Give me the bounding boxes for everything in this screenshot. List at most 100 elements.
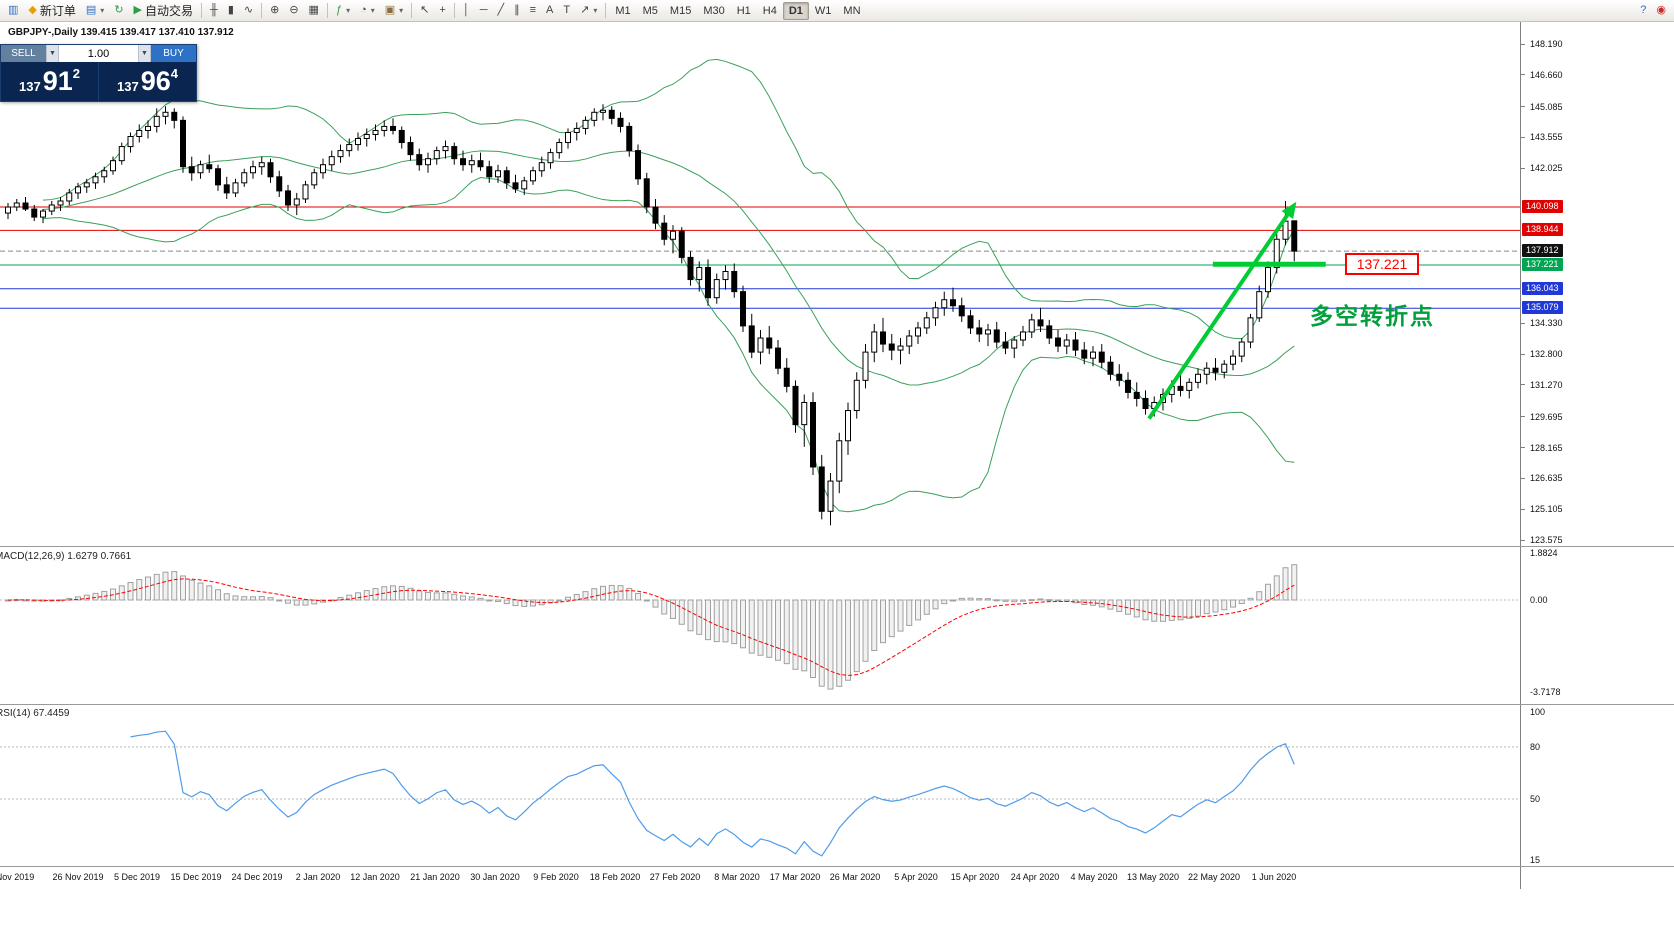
- timeframe-m30[interactable]: M30: [703, 4, 725, 17]
- sell-price[interactable]: 137 91 2: [1, 62, 98, 101]
- candlestick-button[interactable]: ▮: [223, 1, 239, 20]
- candle: [22, 202, 29, 210]
- timeframe-mn[interactable]: MN: [843, 4, 861, 17]
- macd-histogram-bar: [1195, 599, 1201, 617]
- pivot-annotation-text[interactable]: 多空转折点: [1310, 303, 1435, 329]
- volume-up-button[interactable]: ▼: [138, 45, 151, 62]
- candle: [223, 184, 230, 194]
- zoom-out-button[interactable]: ⊖: [284, 1, 303, 20]
- macd-histogram-bar: [83, 594, 90, 601]
- new-order-button[interactable]: ◆ 新订单: [23, 1, 80, 20]
- tile-windows-button[interactable]: ▦: [304, 1, 324, 20]
- macd-histogram-bar: [1002, 599, 1009, 602]
- text-button[interactable]: A: [541, 1, 558, 20]
- candle: [985, 329, 991, 335]
- terminal-button[interactable]: ▥: [3, 1, 23, 20]
- macd-histogram-bar: [792, 599, 799, 670]
- timeframe-m1[interactable]: M1: [615, 4, 631, 17]
- horizontal-line-button[interactable]: ─: [475, 1, 493, 20]
- help-button[interactable]: ?: [1635, 1, 1651, 20]
- candle: [941, 299, 948, 309]
- zoom-in-button[interactable]: ⊕: [265, 1, 284, 20]
- trendline-button[interactable]: ╱: [493, 1, 510, 20]
- panel-separator[interactable]: [0, 546, 1674, 547]
- timeframe-w1[interactable]: W1: [814, 4, 832, 17]
- buy-price-pip: 4: [170, 66, 178, 81]
- refresh-button[interactable]: ↻: [109, 1, 128, 20]
- macd-histogram-bar: [670, 599, 676, 619]
- candle: [468, 160, 475, 166]
- volume-input[interactable]: [59, 45, 138, 62]
- timeframe-h1[interactable]: H1: [736, 4, 751, 17]
- bollinger-upper-line: [42, 58, 1295, 340]
- buy-button[interactable]: BUY: [151, 45, 196, 62]
- candle: [372, 129, 379, 135]
- community-button[interactable]: ◉: [1651, 1, 1671, 20]
- candle: [670, 230, 676, 240]
- date-label: 21 Jan 2020: [410, 872, 460, 882]
- macd-histogram-bar: [783, 599, 790, 665]
- timeframe-d1[interactable]: D1: [782, 1, 809, 20]
- text-label-button[interactable]: T: [558, 1, 575, 20]
- price-axis[interactable]: 148.190 146.660 145.085 143.555 142.025 134.3…: [1520, 22, 1674, 889]
- profiles-icon: ▤: [85, 4, 97, 16]
- macd-histogram-bar: [346, 594, 353, 601]
- macd-histogram-bar: [460, 595, 466, 601]
- rsi-axis-label: 15: [1530, 854, 1541, 865]
- macd-axis-label: 1.8824: [1530, 548, 1558, 559]
- vertical-line-button[interactable]: │: [458, 1, 475, 20]
- time-axis[interactable]: Nov 2019 26 Nov 2019 5 Dec 2019 15 Dec 2019…: [0, 867, 1520, 889]
- channel-button[interactable]: ∥: [509, 1, 525, 20]
- candle: [5, 206, 11, 214]
- date-label: 13 May 2020: [1126, 872, 1180, 882]
- templates-button[interactable]: ▣ ▾: [380, 1, 408, 20]
- candle: [906, 335, 913, 347]
- crosshair-button[interactable]: +: [434, 1, 450, 20]
- candle: [127, 135, 134, 148]
- macd-histogram-bar: [521, 599, 528, 607]
- macd-histogram-bar: [748, 599, 755, 654]
- bar-chart-button[interactable]: ╫: [205, 1, 223, 20]
- price-annotation-box[interactable]: 137.221: [1345, 253, 1419, 275]
- candle: [355, 138, 361, 146]
- indicators-icon: ƒ: [335, 4, 343, 16]
- sell-button[interactable]: SELL: [1, 45, 46, 62]
- macd-histogram-bar: [416, 590, 423, 601]
- macd-histogram-bar: [1168, 599, 1175, 621]
- price-axis-label: 123.575: [1530, 535, 1563, 546]
- macd-histogram-bar: [267, 597, 274, 601]
- candle: [346, 144, 353, 152]
- trend-arrow-line[interactable]: [1147, 208, 1293, 420]
- line-chart-button[interactable]: ∿: [239, 1, 258, 20]
- candle: [696, 266, 703, 281]
- main-price-chart[interactable]: [0, 22, 1520, 546]
- chevron-down-icon: ▼: [141, 50, 148, 57]
- macd-indicator-panel[interactable]: [0, 548, 1520, 704]
- panel-separator[interactable]: [0, 704, 1674, 705]
- timeframe-m15[interactable]: M15: [669, 4, 692, 17]
- fibonacci-button[interactable]: ≡: [525, 1, 541, 20]
- cursor-button[interactable]: ↖: [415, 1, 434, 20]
- candle: [110, 160, 116, 172]
- macd-histogram-bar: [468, 596, 475, 601]
- toolbar-separator: [411, 3, 413, 18]
- timeframe-h4[interactable]: H4: [762, 4, 777, 17]
- chart-window-icon: ▥: [8, 4, 19, 16]
- autotrading-button[interactable]: ▶ 自动交易: [129, 1, 198, 20]
- indicators-button[interactable]: ƒ ▾: [331, 1, 355, 20]
- macd-histogram-bar: [250, 596, 256, 601]
- macd-histogram-bar: [1230, 599, 1236, 608]
- arrows-button[interactable]: ↗ ▾: [575, 1, 602, 20]
- macd-histogram-bar: [293, 599, 300, 606]
- buy-price[interactable]: 137 96 4: [99, 62, 196, 101]
- candle: [1195, 373, 1201, 383]
- chart-profiles-button[interactable]: ▤ ▾: [81, 1, 109, 20]
- candle: [66, 192, 73, 202]
- periods-button[interactable]: ◔ ▾: [355, 1, 380, 20]
- rsi-indicator-panel[interactable]: [0, 705, 1520, 865]
- trend-arrow-head[interactable]: [1281, 201, 1297, 219]
- candle: [188, 166, 195, 174]
- volume-down-button[interactable]: ▼: [46, 45, 59, 62]
- timeframe-m5[interactable]: M5: [642, 4, 658, 17]
- play-icon: ▶: [133, 4, 142, 16]
